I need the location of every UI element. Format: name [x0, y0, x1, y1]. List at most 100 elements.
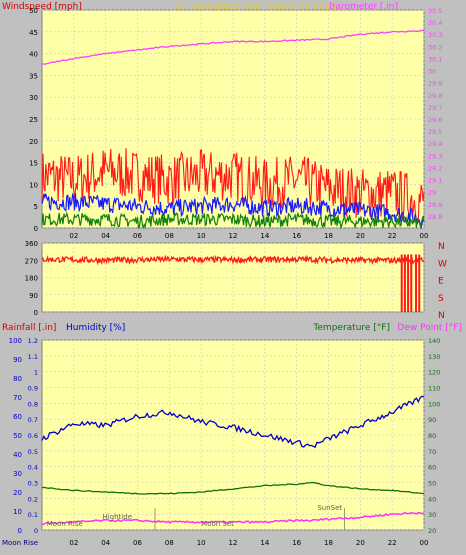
event-annotation: Moon Set — [201, 520, 234, 528]
barometer-series — [41, 29, 425, 66]
rainfall-ytick: 0.9 — [28, 385, 38, 393]
humidity-xtick: 20 — [356, 539, 365, 547]
humidity-ylabel: Humidity [%] — [66, 323, 125, 333]
humidity-xtick: 18 — [324, 539, 333, 547]
direction-ytick: 0 — [34, 309, 38, 317]
temperature-ytick: 120 — [428, 369, 440, 377]
humidity-xtick: 12 — [229, 539, 238, 547]
direction-ytick: 270 — [25, 257, 38, 265]
barometer-ytick: 28.9 — [428, 201, 442, 209]
humidity-ytick: 20 — [13, 489, 22, 497]
barometer-ytick: 29.5 — [428, 128, 442, 136]
barometer-ytick: 28.8 — [428, 213, 442, 221]
humidity-ytick: 100 — [9, 337, 22, 345]
wind-ytick: 5 — [34, 203, 38, 211]
rainfall-ytick: 0.8 — [28, 400, 38, 408]
rainfall-ytick: 0.4 — [28, 464, 38, 472]
temperature-ytick: 80 — [428, 432, 436, 440]
wind-xtick: 02 — [69, 232, 78, 240]
direction-ytick-compass: E — [438, 277, 444, 287]
direction-ytick: 180 — [25, 275, 38, 283]
barometer-ytick: 30.5 — [428, 7, 442, 15]
humidity-xtick: 00 — [420, 539, 429, 547]
temperature-ytick: 70 — [428, 448, 436, 456]
wind-ytick: 0 — [34, 225, 38, 233]
temperature-ytick: 30 — [428, 511, 436, 519]
humidity-xtick: 14 — [260, 539, 269, 547]
barometer-ytick: 29.3 — [428, 152, 442, 160]
barometer-ytick: 29 — [428, 189, 436, 197]
barometer-ytick: 29.2 — [428, 164, 442, 172]
rainfall-ytick: 0.1 — [28, 511, 38, 519]
temperature-ylabel: Temperature [°F] — [312, 323, 390, 333]
direction-ytick: 360 — [25, 240, 38, 248]
chart-title: 24 hour graph dae - March 14 2020 — [176, 2, 337, 12]
humidity-xtick: 22 — [388, 539, 397, 547]
humidity-ytick: 10 — [13, 508, 22, 516]
humidity-series — [41, 395, 425, 448]
wind-ytick: 25 — [29, 116, 38, 124]
rainfall-ytick: 1 — [34, 369, 38, 377]
temperature-ytick: 110 — [428, 385, 440, 393]
rainfall-ytick: 0.7 — [28, 416, 38, 424]
temperature-series — [41, 481, 425, 495]
direction-ytick-compass: N — [438, 311, 445, 321]
barometer-ylabel: Barometer [.in] — [329, 2, 398, 12]
wind-ytick: 45 — [29, 29, 38, 37]
humidity-ytick: 60 — [13, 413, 22, 421]
humidity-ytick: 0 — [18, 527, 22, 535]
event-annotation: Moon Rise — [47, 520, 83, 528]
rainfall-ytick: 0.5 — [28, 448, 38, 456]
wind-xtick: 06 — [133, 232, 142, 240]
direction-series — [41, 254, 425, 266]
barometer-ytick: 29.6 — [428, 116, 442, 124]
wind-xtick: 00 — [420, 232, 429, 240]
barometer-ytick: 29.9 — [428, 80, 442, 88]
wind-gust-series — [41, 148, 425, 225]
direction-ytick-compass: N — [438, 242, 445, 252]
humidity-xtick: 02 — [69, 539, 78, 547]
barometer-ytick: 30.1 — [428, 55, 442, 63]
humidity-xtick: 08 — [165, 539, 174, 547]
humidity-xtick: 16 — [292, 539, 301, 547]
wind-xtick: 22 — [388, 232, 397, 240]
humidity-xtick: 04 — [101, 539, 110, 547]
temperature-ytick: 100 — [428, 400, 440, 408]
wind-low-series — [41, 211, 425, 230]
event-annotation: SunSet — [317, 504, 342, 512]
wind-ylabel: Windspeed [mph] — [2, 2, 82, 12]
barometer-ytick: 30.3 — [428, 31, 442, 39]
event-annotation: Hightide — [102, 513, 132, 521]
humidity-ytick: 50 — [13, 432, 22, 440]
wind-ytick: 50 — [29, 7, 38, 15]
rainfall-ytick: 0.3 — [28, 480, 38, 488]
rainfall-ytick: 0.6 — [28, 432, 38, 440]
moonrise-footer-label: Moon Rise — [2, 539, 38, 547]
wind-xtick: 20 — [356, 232, 365, 240]
rainfall-ytick: 0 — [34, 527, 38, 535]
wind-xtick: 14 — [260, 232, 269, 240]
direction-ytick: 90 — [29, 292, 38, 300]
temperature-ytick: 60 — [428, 464, 436, 472]
barometer-ytick: 29.7 — [428, 104, 442, 112]
direction-ytick-compass: S — [438, 294, 444, 304]
barometer-ytick: 29.8 — [428, 92, 442, 100]
barometer-ytick: 29.1 — [428, 177, 442, 185]
wind-ytick: 20 — [29, 138, 38, 146]
temperature-ytick: 90 — [428, 416, 436, 424]
temperature-ytick: 20 — [428, 527, 436, 535]
humidity-ytick: 80 — [13, 375, 22, 383]
wind-xtick: 08 — [165, 232, 174, 240]
temperature-ytick: 140 — [428, 337, 440, 345]
temperature-ytick: 50 — [428, 480, 436, 488]
dewpoint-series — [42, 511, 425, 525]
wind-ytick: 40 — [29, 51, 38, 59]
wind-xtick: 04 — [101, 232, 110, 240]
humidity-xtick: 10 — [197, 539, 206, 547]
humidity-xtick: 06 — [133, 539, 142, 547]
wind-xtick: 12 — [229, 232, 238, 240]
barometer-ytick: 30.4 — [428, 19, 442, 27]
wind-xtick: 10 — [197, 232, 206, 240]
